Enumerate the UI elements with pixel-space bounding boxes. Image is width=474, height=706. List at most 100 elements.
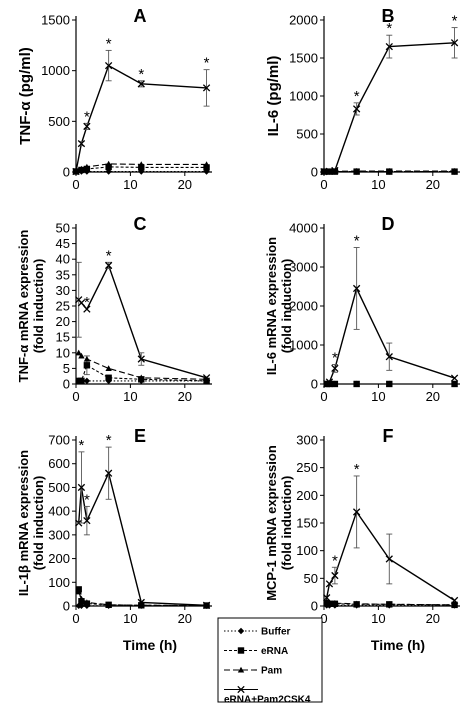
panel-a-series-line [75, 64, 207, 172]
panel-c-y-axis-label: TNF-α mRNA expression [16, 230, 31, 383]
panel-e-data-point [78, 602, 85, 609]
panel-b-x-tick-label: 20 [426, 177, 440, 192]
panel-e-data-point [83, 516, 91, 525]
panel-f-data-point [386, 601, 393, 607]
panel-a-data-point [138, 164, 145, 171]
panel-e-data-point [137, 598, 145, 607]
panel-d-data-point [385, 353, 393, 361]
panel-f-y-tick-label: 0 [311, 599, 318, 614]
panel-e-significance-star: * [79, 437, 85, 454]
panel-e-x-tick-label: 0 [72, 611, 79, 626]
panel-e-data-point [138, 602, 145, 608]
panel-b-data-point [386, 167, 393, 174]
panel-e-y-axis-label: IL-1β mRNA expression [16, 450, 31, 596]
panel-a-data-point [77, 139, 86, 148]
panel-d-x-tick-label: 20 [426, 389, 440, 404]
panel-a-series-line [75, 166, 207, 173]
panel-d-series-line [326, 286, 455, 385]
panel-e-x-tick-label: 10 [123, 611, 137, 626]
panel-c-data-point [77, 299, 86, 307]
panel-b-x-tick-label: 10 [371, 177, 385, 192]
panel-f-data-point [331, 600, 339, 606]
panel-e-data-point [202, 601, 211, 609]
panel-e-y-axis-label: (fold induction) [31, 476, 46, 571]
panel-e-y-tick-label: 300 [48, 527, 70, 542]
panel-c-y-tick-label: 15 [56, 330, 70, 345]
panel-a-data-point [137, 80, 145, 88]
panel-f-letter: F [383, 426, 394, 446]
panel-c-data-point [137, 355, 145, 363]
panel-a-letter: A [134, 6, 147, 26]
panel-e-letter: E [134, 426, 146, 446]
panel-a-data-point [104, 61, 113, 70]
panel-c-data-point [83, 377, 91, 385]
panel-c-data-point [202, 374, 211, 382]
panel-e-data-point [77, 483, 86, 492]
panel-a-data-point [72, 167, 80, 176]
panel-d-data-point [353, 380, 360, 387]
legend-marker [237, 627, 245, 635]
panel-a-significance-star: * [204, 55, 210, 72]
panel-f-data-point [385, 555, 393, 563]
panel-e-y-tick-label: 600 [48, 456, 70, 471]
panel-f-data-point [326, 599, 333, 606]
panel-f-data-point [450, 596, 459, 605]
panel-e-y-tick-label: 500 [48, 480, 70, 495]
panel-a-y-tick-label: 1500 [41, 13, 70, 28]
panel-c-y-tick-label: 50 [56, 221, 70, 236]
panel-a-x-tick-label: 10 [123, 177, 137, 192]
panel-a-data-point [105, 160, 112, 167]
panel-a-significance-star: * [138, 66, 144, 83]
panel-f-data-point [353, 600, 360, 607]
panel-f-x-tick-label: 0 [320, 611, 327, 626]
legend-label: Pam [261, 666, 282, 677]
panel-c-data-point [78, 352, 85, 359]
panel-c-y-tick-label: 20 [56, 314, 70, 329]
panel-e-y-tick-label: 100 [48, 575, 70, 590]
panel-c-x-tick-label: 20 [178, 389, 192, 404]
panel-c-y-tick-label: 30 [56, 283, 70, 298]
legend-label: eRNA+Pam2CSK4 [224, 695, 311, 706]
panel-a-data-point [203, 164, 210, 171]
panel-a-x-tick-label: 0 [72, 177, 79, 192]
panel-c-y-tick-label: 25 [56, 299, 70, 314]
panel-e-significance-star: * [106, 432, 112, 449]
panel-b-x-tick-label: 0 [320, 177, 327, 192]
panel-b-data-point [450, 39, 459, 47]
panel-c-data-point [83, 355, 91, 362]
panel-a-data-point [83, 122, 91, 131]
panel-d-letter: D [382, 214, 395, 234]
panel-d-significance-star: * [354, 233, 360, 250]
legend-box [217, 617, 323, 703]
panel-c-significance-star: * [84, 294, 90, 311]
panel-d-data-point [451, 380, 458, 387]
panel-b-series-line [323, 42, 455, 173]
panel-b-significance-star: * [386, 20, 392, 37]
panel-a-x-tick-label: 20 [178, 177, 192, 192]
panel-a-y-tick-label: 0 [63, 165, 70, 180]
panel-f-significance-star: * [354, 461, 360, 478]
panel-d-significance-star: * [332, 350, 338, 367]
panel-d-y-tick-label: 3000 [289, 260, 318, 275]
panel-f-series-line [326, 510, 455, 602]
panel-f-data-point [331, 571, 339, 580]
panel-b-data-point [353, 167, 360, 174]
panel-c-data-point [203, 376, 210, 382]
panel-a-data-point [203, 161, 210, 167]
panel-c-data-point [105, 374, 112, 381]
panel-d-y-tick-label: 2000 [289, 299, 318, 314]
panel-b-y-tick-label: 500 [296, 127, 318, 142]
panel-c-y-tick-label: 0 [63, 377, 70, 392]
panel-c-data-point [138, 374, 145, 381]
panel-f-y-tick-label: 150 [296, 516, 318, 531]
panel-c-letter: C [134, 214, 147, 234]
panel-b-data-point [385, 42, 393, 51]
panel-c-y-tick-label: 40 [56, 252, 70, 267]
panel-d-data-point [331, 364, 339, 373]
panel-b-data-point [331, 166, 339, 175]
panel-d-y-axis-label: IL-6 mRNA expression [264, 237, 279, 375]
panel-c-x-tick-label: 0 [72, 389, 79, 404]
panel-e-y-tick-label: 700 [48, 433, 70, 448]
panel-c-y-tick-label: 45 [56, 236, 70, 251]
panel-f-y-tick-label: 300 [296, 433, 318, 448]
